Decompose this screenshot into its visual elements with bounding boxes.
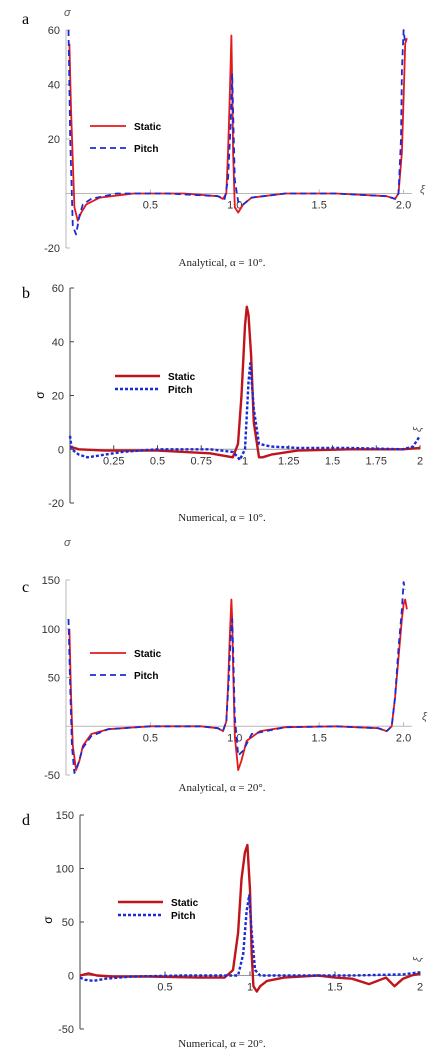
panel-b-xtick-label: 0.75 [191, 455, 212, 467]
panel-b-ylabel: σ [33, 391, 47, 399]
panel-a-xlabel: ξ [420, 184, 426, 196]
panel-c-ytick-label: 50 [48, 673, 60, 685]
panel-d-xtick-label: 2 [417, 982, 423, 994]
panel-b-ytick-label: 60 [52, 283, 64, 295]
panel-c-xtick-label: 0.5 [143, 732, 158, 744]
panel-d-ytick-label: -50 [58, 1024, 74, 1036]
panel-a-ytick-label: 60 [48, 25, 60, 37]
panel-a-xtick-label: 1.5 [312, 200, 327, 212]
panel-b-series-static-line [69, 305, 421, 459]
panel-d-ytick-label: 0 [68, 971, 74, 983]
panel-b-ytick-label: 40 [52, 337, 64, 349]
panel-c-letter: c [22, 579, 29, 596]
panel-c-xtick-label: 2.0 [396, 732, 411, 744]
panel-c-caption: Analytical, α = 20°. [179, 782, 266, 794]
panel-b-xlabel: ξ [412, 426, 424, 432]
panel-d-letter: d [22, 812, 30, 829]
panel-c-ytick-label: 100 [42, 624, 60, 636]
panel-b-xtick-label: 0.25 [103, 455, 124, 467]
panel-c-ytick-label: -50 [44, 770, 60, 782]
panel-d-legend-pitch-label: Pitch [171, 911, 195, 922]
panel-c-ytick-label: 150 [42, 575, 60, 587]
panel-b-ytick-label: 0 [58, 444, 64, 456]
panel-a-caption: Analytical, α = 10°. [179, 257, 266, 269]
panel-d-xtick-label: 0.5 [157, 982, 172, 994]
panel-d-xtick-label: 1.5 [327, 982, 342, 994]
panel-d-legend-static-label: Static [171, 898, 199, 909]
panel-c-series-pitch-line [67, 581, 407, 774]
panel-b-series-pitch-line [68, 362, 422, 462]
panel-b-xtick-label: 0.5 [150, 455, 165, 467]
panel-b-ytick-label: -20 [48, 498, 64, 510]
panel-c-xlabel: ξ [422, 711, 428, 723]
panel-c-ylabel: σ [64, 537, 71, 549]
panel-a-xtick-label: 2.0 [396, 200, 411, 212]
panel-d-caption: Numerical, α = 20°. [178, 1038, 266, 1050]
panel-b-legend-static-label: Static [168, 372, 196, 383]
panel-b-legend-pitch-label: Pitch [168, 385, 192, 396]
panel-a-ylabel: σ [64, 7, 71, 19]
panel-d-xlabel: ξ [412, 956, 424, 962]
panel-d-ytick-label: 50 [62, 917, 74, 929]
panel-a-ytick-label: 40 [48, 80, 60, 92]
panel-b-xtick-label: 1 [242, 455, 248, 467]
panel-b-letter: b [22, 285, 30, 302]
panel-b-caption: Numerical, α = 10°. [178, 512, 266, 524]
panel-a-series-pitch-line [67, 29, 407, 236]
panel-c-legend-static-label: Static [134, 649, 162, 660]
panel-c-series-static-line [68, 598, 408, 771]
panel-b-xtick-label: 1.25 [278, 455, 299, 467]
panel-a-ytick-label: 20 [48, 134, 60, 146]
panel-a-xtick-label: 0.5 [143, 200, 158, 212]
panel-b-xtick-label: 2 [417, 455, 423, 467]
panel-a-legend-pitch-label: Pitch [134, 144, 158, 155]
panel-d-series-pitch-line [79, 894, 421, 983]
panel-a-letter: a [22, 11, 29, 28]
panel-d-series-static-line [79, 843, 421, 993]
panel-d-ytick-label: 100 [56, 864, 74, 876]
panel-c-legend-pitch-label: Pitch [134, 671, 158, 682]
panel-a-series-static-line [68, 34, 408, 222]
panel-a-legend-static-label: Static [134, 122, 162, 133]
panel-d-ytick-label: 150 [56, 810, 74, 822]
panel-c-xtick-label: 1.5 [312, 732, 327, 744]
panel-b-xtick-label: 1.5 [325, 455, 340, 467]
panel-a-ytick-label: -20 [44, 243, 60, 255]
panel-d-ylabel: σ [41, 916, 55, 924]
panel-d-xtick-label: 1 [247, 982, 253, 994]
panel-b-ytick-label: 20 [52, 391, 64, 403]
panel-b-xtick-label: 1.75 [366, 455, 387, 467]
